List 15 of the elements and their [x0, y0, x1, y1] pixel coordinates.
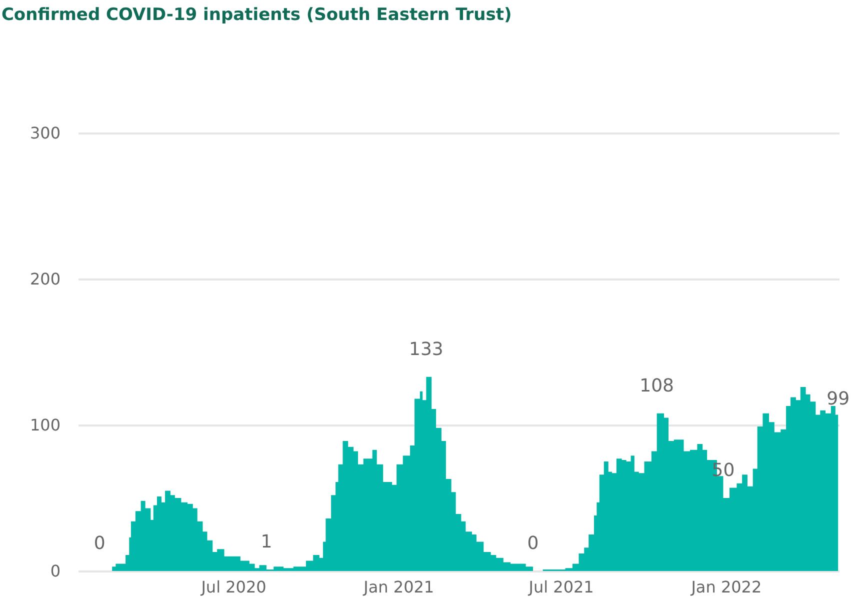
y-tick-label: 300: [30, 124, 60, 142]
y-tick-label: 0: [50, 562, 60, 580]
chart-title: Confirmed COVID-19 inpatients (South Eastern Trust): [1, 5, 512, 25]
x-tick-label: Jul 2020: [200, 578, 266, 596]
x-tick-label: Jul 2021: [528, 578, 594, 596]
y-tick-label: 100: [30, 416, 60, 434]
data-label: 108: [640, 375, 674, 396]
data-label: 0: [94, 533, 106, 554]
x-tick-label: Jan 2021: [362, 578, 434, 596]
data-label: 1: [260, 532, 272, 553]
x-tick-label: Jan 2022: [690, 578, 762, 596]
data-label: 133: [409, 338, 444, 360]
data-label: 0: [527, 533, 539, 554]
data-label: 99: [826, 388, 850, 410]
y-tick-label: 200: [30, 270, 60, 288]
